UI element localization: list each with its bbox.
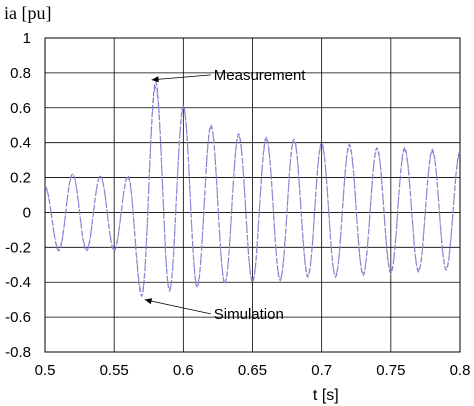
annotation-arrowhead <box>151 76 159 83</box>
x-tick-label: 0.55 <box>100 362 129 379</box>
annotation-label: Simulation <box>214 306 284 323</box>
x-tick-labels: 0.5 0.55 0.6 0.65 0.7 0.75 0.8 <box>35 362 471 379</box>
y-tick-label: 0.2 <box>10 170 31 187</box>
annotation-label: Measurement <box>214 67 307 84</box>
plot-series <box>44 80 461 298</box>
y-tick-label: 1 <box>23 30 31 47</box>
series-line <box>44 80 461 298</box>
y-tick-label: 0.8 <box>10 65 31 82</box>
x-tick-label: 0.65 <box>238 362 267 379</box>
x-tick-label: 0.5 <box>35 362 56 379</box>
y-tick-label: -0.8 <box>5 344 31 361</box>
y-tick-label: -0.2 <box>5 239 31 256</box>
plot-frame <box>44 37 461 353</box>
annotation-pointer <box>144 299 211 315</box>
x-tick-label: 0.75 <box>376 362 405 379</box>
y-tick-label: -0.6 <box>5 309 31 326</box>
y-tick-labels: 1 0.8 0.6 0.4 0.2 0 -0.2 -0.4 -0.6 -0.8 <box>5 30 31 361</box>
y-tick-label: -0.4 <box>5 274 31 291</box>
y-axis-title: ia [pu] <box>4 3 51 23</box>
y-tick-label: 0 <box>23 204 31 221</box>
x-axis-title: t [s] <box>313 387 339 404</box>
annotation-pointer <box>151 74 211 81</box>
series-line <box>44 85 461 294</box>
y-tick-label: 0.4 <box>10 135 31 152</box>
x-tick-label: 0.6 <box>173 362 194 379</box>
x-tick-label: 0.8 <box>450 362 471 379</box>
plot-annotations: Measurement Simulation <box>144 67 307 323</box>
x-tick-label: 0.7 <box>311 362 332 379</box>
annotation-arrowhead <box>144 298 153 305</box>
y-tick-label: 0.6 <box>10 100 31 117</box>
